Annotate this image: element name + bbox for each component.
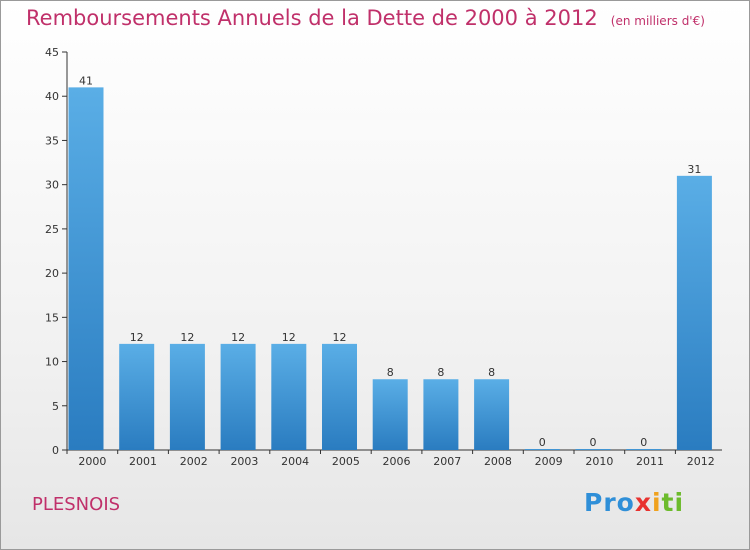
- y-tick-label: 45: [45, 46, 59, 59]
- bar-2005: [322, 343, 357, 450]
- y-tick-label: 40: [45, 90, 59, 103]
- y-tick-label: 15: [45, 311, 59, 324]
- logo-part-2: x: [634, 488, 652, 517]
- logo-part-4: ti: [661, 488, 685, 517]
- data-label: 8: [437, 366, 444, 379]
- bar-2010: [575, 449, 611, 450]
- bar-2000: [68, 87, 104, 450]
- logo-part-1: Pro: [584, 488, 635, 517]
- x-tick-label: 2001: [129, 455, 157, 468]
- bar-2003: [220, 343, 256, 450]
- proxiti-logo[interactable]: Proxiti: [584, 488, 684, 517]
- data-label: 0: [640, 436, 647, 449]
- x-tick-label: 2008: [484, 455, 512, 468]
- y-tick-label: 35: [45, 134, 59, 147]
- bar-2006: [372, 379, 408, 450]
- y-tick-label: 10: [45, 356, 59, 369]
- bar-2011: [626, 449, 662, 450]
- x-tick-label: 2009: [535, 455, 563, 468]
- chart-title: Remboursements Annuels de la Dette de 20…: [26, 6, 705, 30]
- x-tick-label: 2000: [78, 455, 106, 468]
- bar-2002: [169, 343, 205, 450]
- chart-unit-label: (en milliers d'€): [610, 14, 705, 28]
- data-label: 8: [488, 366, 495, 379]
- x-tick-label: 2003: [230, 455, 258, 468]
- bar-2007: [423, 379, 459, 450]
- bar-2012: [676, 175, 712, 451]
- bar-2004: [271, 343, 307, 450]
- x-tick-label: 2006: [383, 455, 411, 468]
- y-tick-label: 25: [45, 223, 59, 236]
- bar-2001: [119, 343, 155, 450]
- data-label: 12: [231, 331, 245, 344]
- chart-bars: 41 12 12 12 12 12 8 8 8 0 0 0 31: [68, 74, 712, 451]
- y-tick-label: 30: [45, 179, 59, 192]
- x-tick-label: 2004: [281, 455, 309, 468]
- y-tick-label: 0: [52, 444, 59, 457]
- data-label: 0: [539, 436, 546, 449]
- data-label: 12: [180, 331, 194, 344]
- bar-2008: [474, 379, 510, 450]
- logo-part-3: i: [651, 488, 662, 517]
- data-label: 41: [79, 74, 93, 87]
- y-tick-label: 5: [52, 400, 59, 413]
- x-tick-label: 2005: [332, 455, 360, 468]
- data-label: 12: [333, 331, 347, 344]
- x-tick-label: 2012: [687, 455, 715, 468]
- town-name: PLESNOIS: [32, 494, 121, 515]
- data-label: 31: [687, 163, 701, 176]
- chart-title-main: Remboursements Annuels de la Dette de 20…: [26, 6, 598, 30]
- data-label: 12: [130, 331, 144, 344]
- data-label: 0: [590, 436, 597, 449]
- x-tick-label: 2007: [433, 455, 461, 468]
- x-tick-label: 2010: [585, 455, 613, 468]
- y-tick-label: 20: [45, 267, 59, 280]
- data-label: 12: [282, 331, 296, 344]
- bar-2009: [524, 449, 560, 450]
- x-tick-label: 2002: [180, 455, 208, 468]
- data-label: 8: [387, 366, 394, 379]
- x-tick-label: 2011: [636, 455, 664, 468]
